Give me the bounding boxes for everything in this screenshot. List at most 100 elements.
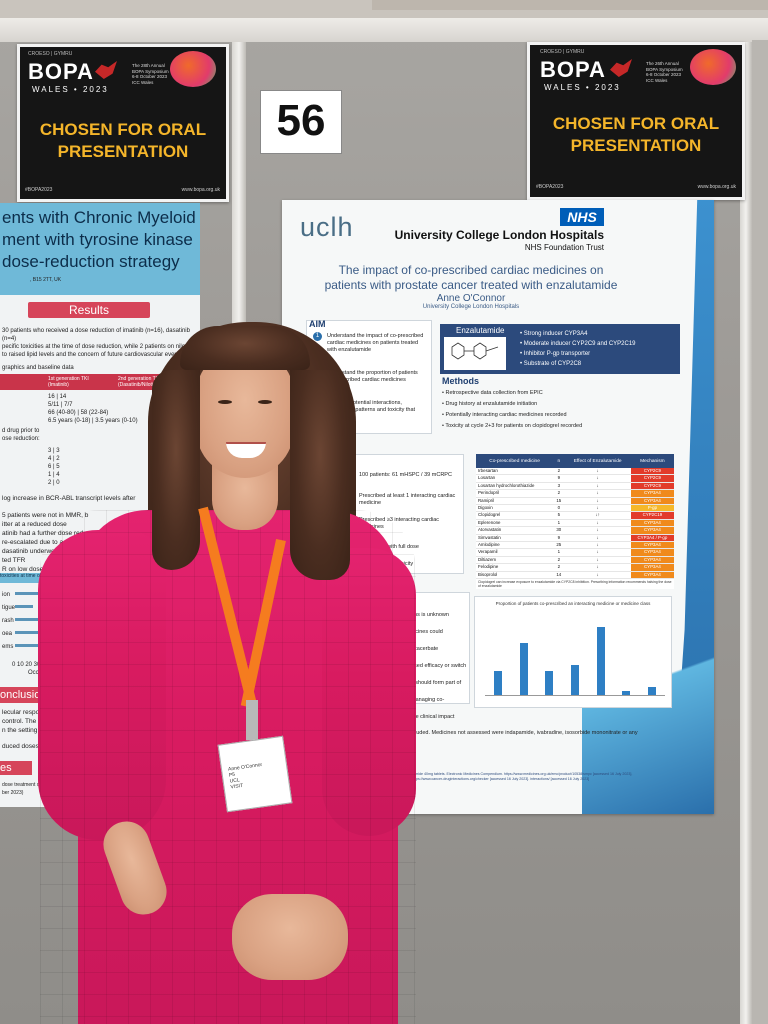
people-icon: ♟♟♟ — [325, 491, 347, 500]
left-tox-axis: 0 10 20 30 — [12, 662, 41, 668]
left-refs: dose treatment of ber 2023) — [2, 782, 41, 796]
chart-bar — [571, 664, 579, 695]
medicine-cell-eff: ↓ — [564, 519, 631, 528]
banner-pre: CROESO | GYMRU — [28, 51, 73, 57]
left-table-rows: 16 | 14 5/11 | 7/7 66 (40-80) | 58 (22-8… — [48, 394, 138, 424]
medicine-cell-med: Clopidogrel — [476, 511, 554, 520]
tox-bar — [15, 631, 53, 634]
result-4: clopidogrel with full dose — [359, 544, 419, 550]
banner-brand: BOPA — [28, 59, 94, 84]
table-header: n — [553, 454, 565, 468]
medicine-cell-n: 0 — [553, 504, 565, 513]
medicine-cell-med: Ramipril — [476, 497, 554, 506]
banner-right: CROESO | GYMRU BOPA WALES • 2023 The 26t… — [527, 42, 745, 200]
medicine-cell-mech: CYP3A4 — [630, 548, 674, 557]
result-2: Prescribed at least 1 interacting cardia… — [359, 493, 456, 506]
discussion-lines: ons is unknown dicines could exacerbate … — [411, 612, 467, 720]
methods-list: • Retrospective data collection from EPI… — [442, 390, 583, 429]
chart-bar — [648, 687, 657, 695]
banner-left: CROESO | GYMRU BOPA WALES • 2023 The 28t… — [17, 44, 229, 202]
table-header: Mechanism — [630, 454, 674, 468]
board-right-edge — [752, 40, 768, 1024]
medicine-cell-med: Felodipine — [476, 563, 554, 572]
medicine-cell-mech: P-gp — [630, 504, 674, 513]
medicine-table-wrap: Co-prescribed medicine n Effect of Enzal… — [476, 454, 674, 590]
uclh-logo: uclh — [300, 212, 354, 242]
chart-plot-area — [485, 615, 665, 696]
medicine-row: Clopidogrel 5 ↓↑ CYP2C19 — [476, 511, 674, 520]
aim-3: Evaluate potential interactions, prescri… — [327, 400, 416, 420]
tox-bar — [15, 605, 33, 608]
aim-number-2: 2 — [313, 369, 322, 378]
medicine-cell-mech: CYP2C9 — [630, 468, 674, 476]
left-dose-label: d drug prior to ose reduction: — [2, 428, 40, 442]
medicine-row: Irbesartan 2 ↓ CYP2C9 — [476, 468, 674, 476]
medicine-row: Verapamil 1 ↓ CYP3A4 — [476, 548, 674, 557]
left-conc-tail: duced doses o — [2, 743, 45, 750]
medicine-cell-med: Perindopril — [476, 489, 554, 498]
left-tox-label: toxicities at time of dose — [0, 573, 70, 583]
medicine-cell-med: Losartan hydrochlorothiazide — [476, 482, 554, 491]
medicine-cell-mech: CYP3A4 — [630, 563, 674, 572]
bopa-logo-blob — [170, 51, 216, 87]
tox-bar — [15, 618, 41, 621]
table-header: Co-prescribed medicine — [476, 454, 554, 468]
medicine-cell-eff: ↓ — [564, 468, 631, 476]
dragon-icon — [610, 59, 632, 77]
banner-hashtag: #BOPA2023 — [536, 184, 564, 190]
left-conclusions: lecular respons control. The fac n the s… — [2, 709, 47, 734]
medicine-cell-n: 30 — [553, 526, 565, 535]
medicine-row: Losartan hydrochlorothiazide 3 ↓ CYP2C9 — [476, 482, 674, 491]
tox-bar — [15, 644, 49, 647]
medicine-cell-mech: CYP3A4 — [630, 519, 674, 528]
left-table-caption: graphics and baseline data — [2, 365, 74, 371]
medicine-cell-med: Amlodipine — [476, 541, 554, 550]
results-box: ♟♟♟♟ 100 patients: 61 mHSPC / 39 mCRPC ♟… — [322, 454, 464, 574]
bopa-logo-blob — [690, 49, 736, 85]
nhs-logo: NHS — [560, 208, 604, 226]
medicine-cell-n: 14 — [553, 571, 565, 580]
medicine-row: Bisoprolol 14 ↓ CYP3A4 — [476, 571, 674, 580]
medicine-cell-med: Losartan — [476, 474, 554, 483]
board-top-rail — [0, 18, 768, 42]
medicine-cell-n: 1 — [553, 548, 565, 557]
left-tox-cats: ion tigue rash oea ems — [2, 592, 16, 650]
medicine-cell-med: Digoxin — [476, 504, 554, 513]
discussion-box: ons is unknown dicines could exacerbate … — [408, 592, 470, 720]
medicine-cell-mech: CYP3A4 — [630, 489, 674, 498]
banner-headline: CHOSEN FOR ORAL PRESENTATION — [39, 120, 207, 161]
result-1: 100 patients: 61 mHSPC / 39 mCRPC — [359, 472, 452, 478]
medicine-cell-med: Verapamil — [476, 548, 554, 557]
banner-hashtag: #BOPA2023 — [25, 187, 53, 193]
chart-bar — [519, 643, 528, 695]
medicine-cell-eff: ↓ — [564, 482, 631, 491]
medicine-cell-mech: CYP3A4 — [630, 556, 674, 565]
enz-bullets: • Strong inducer CYP3A4 • Moderate induc… — [520, 331, 636, 367]
medicine-cell-eff: ↓↑ — [564, 511, 631, 520]
banner-region: WALES • 2023 — [32, 85, 109, 94]
aim-number-3: 3 — [313, 399, 322, 408]
medicine-cell-mech: CYP2C9 — [630, 482, 674, 491]
medicine-cell-med: Atorvastatin — [476, 526, 554, 535]
medicine-cell-eff: ↓ — [564, 548, 631, 557]
left-results-text: 30 patients who received a dose reductio… — [2, 328, 197, 358]
banner-brand: BOPA — [540, 57, 606, 82]
medicine-cell-med: Diltiazem — [476, 556, 554, 565]
enzalutamide-box: Enzalutamide • Strong inducer CYP3A4 • M… — [440, 324, 680, 374]
medicine-cell-eff: ↓ — [564, 504, 631, 513]
medicine-row: Felodipine 2 ↓ CYP3A4 — [476, 563, 674, 572]
medicine-cell-n: 5 — [553, 511, 565, 520]
left-results-label: Results — [28, 302, 150, 318]
aim-2: Understand the proportion of patients co… — [327, 370, 418, 383]
medicine-cell-mech: CYP3A4 — [630, 571, 674, 580]
medicine-cell-n: 9 — [553, 534, 565, 543]
poster-title: The impact of co-prescribed cardiac medi… — [324, 263, 618, 292]
medicine-cell-n: 2 — [553, 556, 565, 565]
chart-bar — [596, 627, 605, 695]
medicine-cell-med: Irbesartan — [476, 468, 554, 476]
poster-author: Anne O'Connor — [436, 293, 506, 304]
poster-affiliation: University College London Hospitals — [422, 304, 520, 310]
left-poster: ents with Chronic Myeloid ment with tyro… — [0, 203, 200, 807]
medicine-row: Losartan 9 ↓ CYP2C9 — [476, 474, 674, 483]
medicine-cell-n: 15 — [553, 497, 565, 506]
